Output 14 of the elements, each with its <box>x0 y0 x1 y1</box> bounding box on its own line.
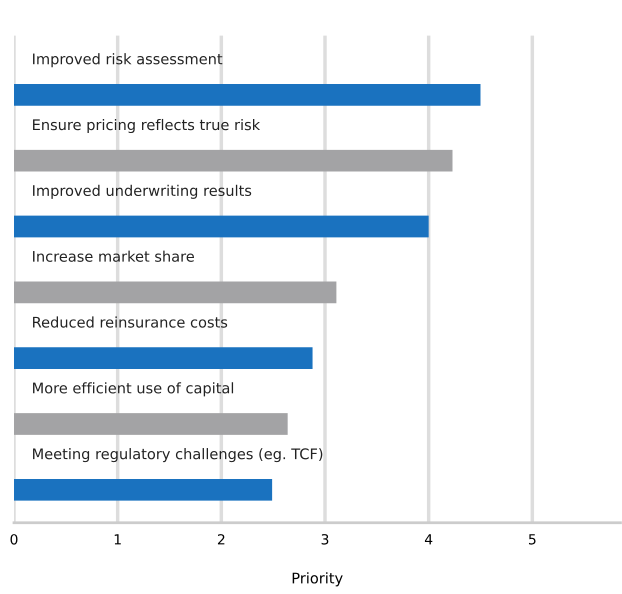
y-tick-label: Increase market share <box>33 250 194 262</box>
x-tick-label: 5 <box>528 534 536 545</box>
y-tick-label: Improved underwriting results <box>33 184 252 199</box>
x-tick-label: 0 <box>10 534 18 545</box>
x-tick-label: 3 <box>322 534 328 545</box>
y-tick-label: More efficient use of capital <box>33 382 234 396</box>
y-tick-label: Meeting regulatory challenges (eg. TCF) <box>33 448 322 462</box>
y-tick-label: Reduced reinsurance costs <box>33 316 228 328</box>
x-tick-label: 2 <box>218 534 224 544</box>
x-tick-label: 4 <box>424 534 432 544</box>
y-tick-label: Ensure pricing reflects true risk <box>33 118 260 134</box>
x-tick-label: 1 <box>114 534 121 544</box>
y-tick-label: Improved risk assessment <box>33 53 222 68</box>
x-axis-title: Priority <box>292 572 343 586</box>
